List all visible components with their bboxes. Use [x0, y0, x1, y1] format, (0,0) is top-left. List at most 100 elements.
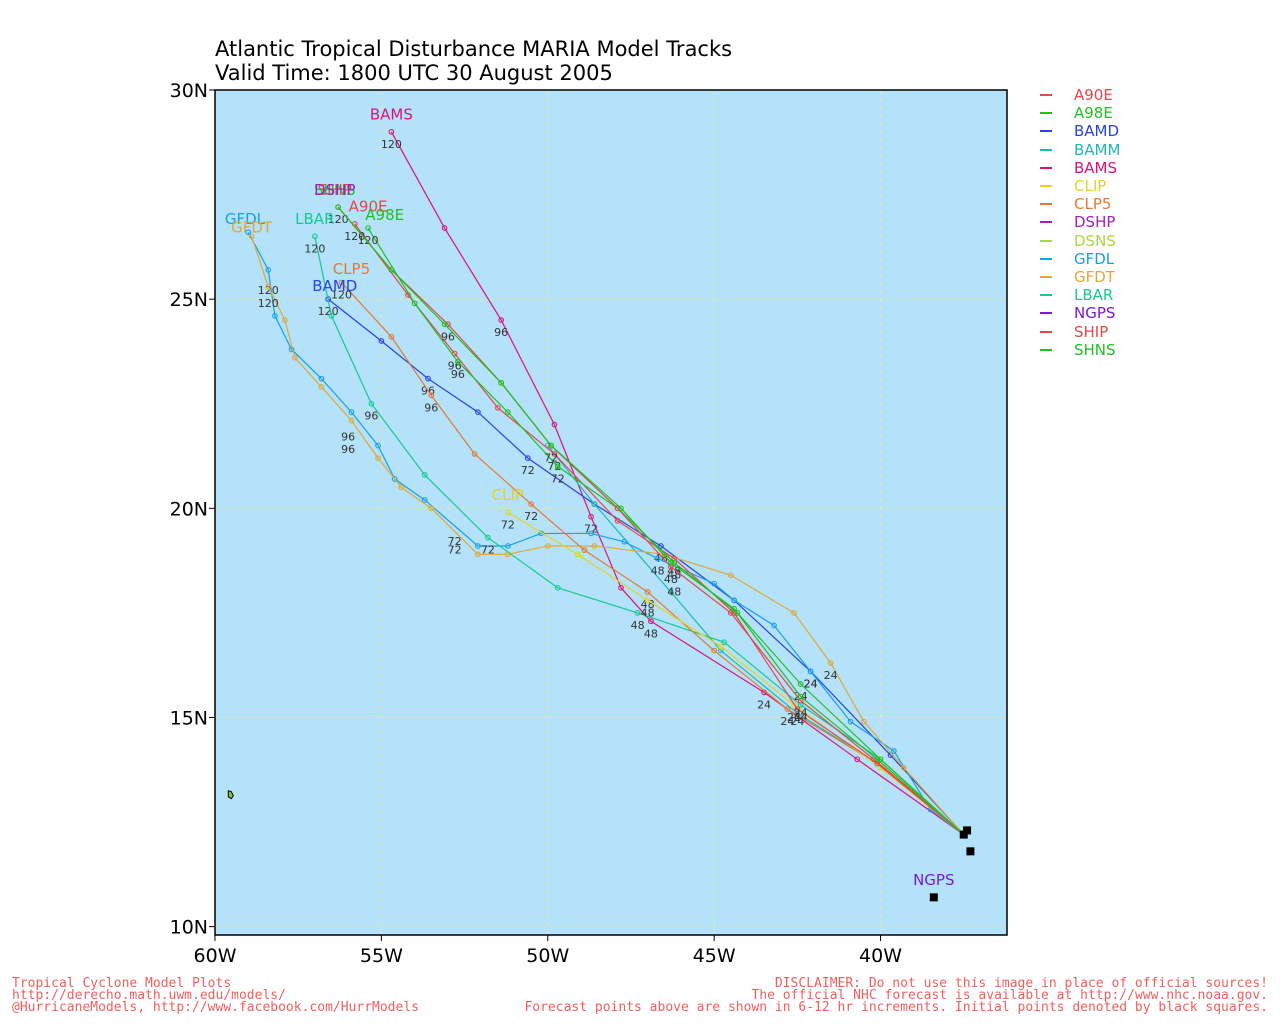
track-point-gfdt	[248, 233, 255, 240]
forecast-hour-label: 120	[381, 138, 402, 151]
track-point-gfdl	[807, 668, 814, 675]
track-point-clp5	[471, 451, 478, 457]
forecast-hour-label: 120	[304, 242, 325, 255]
footer-left-line-1: Tropical Cyclone Model Plots	[12, 976, 232, 991]
legend-swatch	[1040, 221, 1052, 224]
track-line-a90e	[354, 223, 965, 836]
track-point-bamd	[475, 409, 481, 415]
track-line-bams	[390, 131, 965, 836]
forecast-hour-label: 72	[551, 472, 565, 485]
track-point-shns	[668, 559, 674, 566]
forecast-hour-label: 120	[318, 305, 339, 318]
track-point-a90e	[495, 405, 501, 411]
legend-label: CLP5	[1074, 195, 1112, 214]
track-point-a98e	[411, 300, 418, 307]
track-point-bamd	[524, 455, 531, 461]
track-point-gfdl	[771, 622, 777, 629]
model-legend: A90E A98E BAMD BAMM BAMS CLIP CLP5 DSHP DSNS GFDL…	[1040, 86, 1120, 359]
legend-item-bamd: BAMD	[1040, 122, 1120, 140]
footer-right-line-3: Forecast points above are shown in 6-12 …	[524, 1000, 1268, 1015]
track-point-lbar	[421, 472, 428, 478]
track-point-shns	[335, 204, 341, 210]
track-label-bamd: BAMD	[312, 277, 357, 295]
track-point-lbar	[311, 233, 318, 240]
track-point-bamm	[668, 589, 674, 595]
track-label-clip: CLIP	[492, 486, 524, 504]
track-point-gfdt	[591, 543, 598, 549]
legend-swatch	[1040, 130, 1052, 133]
legend-swatch	[1040, 94, 1052, 97]
map-title: Atlantic Tropical Disturbance MARIA Mode…	[215, 37, 733, 61]
legend-swatch	[1040, 112, 1052, 115]
track-point-bams	[618, 584, 624, 591]
track-point-ship	[727, 610, 734, 616]
legend-item-clip: CLIP	[1040, 177, 1120, 195]
legend-label: DSHP	[1074, 213, 1116, 232]
forecast-hour-label: 72	[521, 464, 535, 477]
forecast-hour-label: 72	[481, 544, 495, 557]
track-point-gfdl	[391, 476, 398, 482]
forecast-hour-label: 24	[790, 715, 804, 728]
legend-label: NGPS	[1074, 304, 1116, 323]
legend-label: A98E	[1074, 104, 1113, 123]
legend-label: BAMS	[1074, 158, 1118, 177]
track-point-bams	[388, 128, 395, 135]
forecast-hour-label: 48	[664, 573, 678, 586]
forecast-hour-label: 48	[631, 619, 645, 632]
track-point-bams	[498, 317, 505, 323]
track-point-bamd	[425, 375, 431, 382]
track-point-clp5	[644, 589, 651, 595]
legend-swatch	[1040, 148, 1052, 151]
footer-left-line-2[interactable]: http://derecho.math.uwm.edu/models/	[12, 988, 286, 1003]
legend-item-lbar: LBAR	[1040, 286, 1120, 304]
legend-label: GFDT	[1074, 267, 1115, 286]
legend-label: LBAR	[1074, 286, 1114, 305]
footer-left: Tropical Cyclone Model Plots http://dere…	[12, 976, 419, 1015]
legend-item-gfdt: GFDT	[1040, 268, 1120, 286]
initial-point-marker	[959, 830, 968, 839]
legend-swatch	[1040, 275, 1052, 278]
forecast-hour-label: 24	[794, 707, 808, 720]
legend-item-ngps: NGPS	[1040, 304, 1120, 322]
legend-label: BAMD	[1074, 122, 1120, 141]
track-line-gfdt	[251, 236, 965, 836]
track-point-clp5	[428, 392, 435, 399]
forecast-hour-label: 24	[757, 698, 771, 711]
track-point-a98e	[504, 409, 511, 415]
track-point-gfdl	[265, 267, 272, 273]
forecast-hour-label: 96	[451, 368, 465, 381]
track-point-gfdt	[861, 718, 867, 725]
footer-left-line-3[interactable]: @HurricaneModels, http://www.facebook.co…	[12, 1000, 419, 1015]
track-line-clip	[507, 511, 965, 836]
track-point-lbar	[634, 610, 641, 616]
track-point-gfdl	[891, 748, 897, 754]
track-point-a98e	[797, 681, 804, 687]
y-tick-label: 10N	[170, 917, 208, 939]
track-point-bamd	[378, 338, 385, 344]
track-point-gfdt	[282, 317, 288, 323]
track-point-gfdl	[475, 543, 481, 549]
legend-item-ship: SHIP	[1040, 322, 1120, 341]
y-tick-label: 25N	[170, 289, 208, 311]
track-label-gfdl: GFDL	[225, 210, 266, 228]
island-shape	[227, 789, 234, 800]
forecast-hour-label: 72	[448, 535, 462, 548]
track-point-a98e	[734, 610, 741, 616]
track-label-shns: SHNS	[314, 181, 356, 199]
track-point-shns	[498, 379, 505, 386]
forecast-hour-label: 120	[358, 234, 379, 247]
forecast-hour-label: 48	[667, 585, 681, 598]
legend-label: CLIP	[1074, 177, 1107, 196]
map-valid-time: Valid Time: 1800 UTC 30 August 2005	[215, 61, 613, 85]
legend-label: GFDL	[1074, 249, 1115, 268]
initial-point-marker	[929, 893, 938, 902]
track-point-gfdl	[847, 718, 854, 725]
track-point-gfdt	[375, 455, 381, 461]
forecast-hour-label: 24	[824, 669, 838, 682]
track-point-a98e	[455, 359, 461, 365]
map-frame	[214, 89, 1008, 936]
y-tick-label: 15N	[170, 707, 208, 729]
ocean-background	[215, 90, 1007, 935]
forecast-hour-label: 96	[441, 330, 455, 343]
legend-label: A90E	[1074, 86, 1113, 105]
